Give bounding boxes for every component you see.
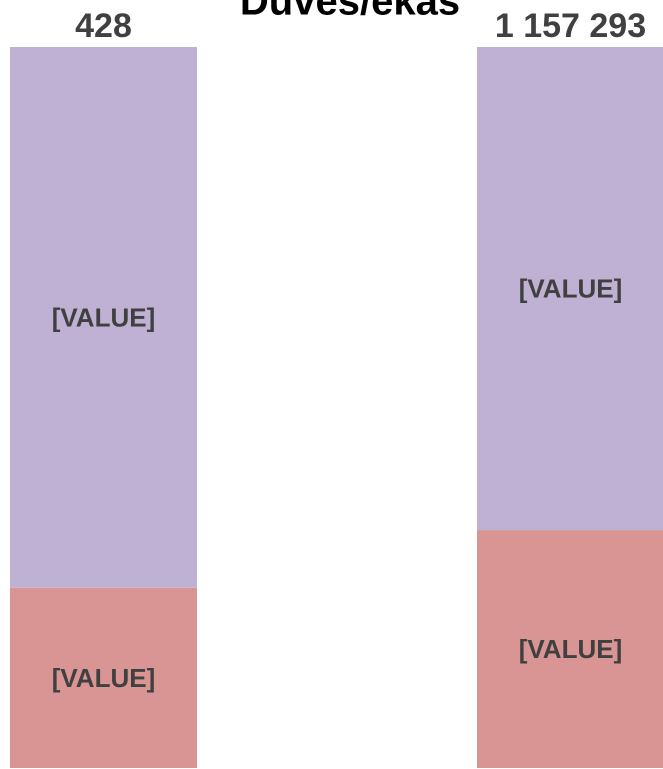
bar-segment — [10, 47, 197, 588]
bar-segment — [477, 47, 663, 531]
category-label: 1 157 293 — [495, 7, 646, 45]
bar-segment — [477, 530, 663, 768]
data-label: [VALUE] — [52, 663, 156, 693]
data-label: [VALUE] — [52, 302, 156, 332]
category-label: 428 — [75, 7, 132, 45]
data-label: [VALUE] — [519, 634, 623, 664]
bar-segment — [10, 587, 197, 768]
chart-title: Duves/ekas — [240, 0, 460, 24]
data-label: [VALUE] — [519, 273, 623, 303]
